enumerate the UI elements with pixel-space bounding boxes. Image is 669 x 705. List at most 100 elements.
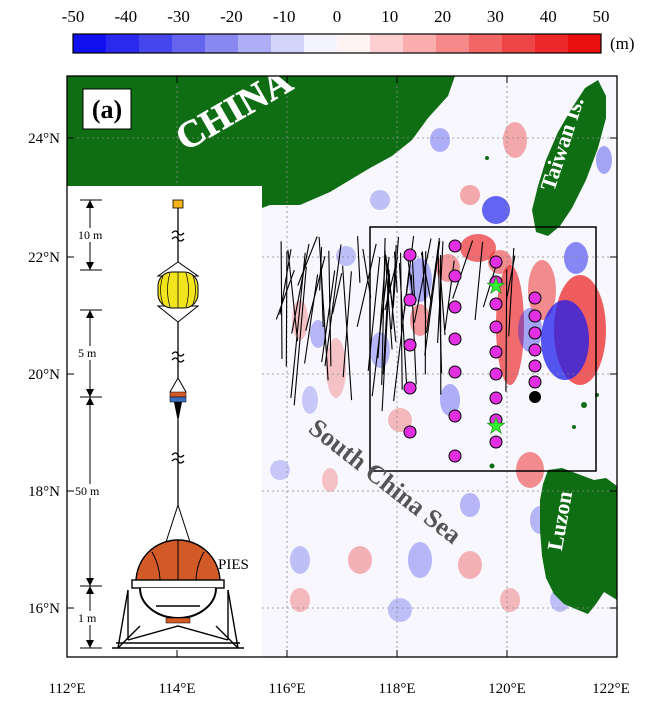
colorbar-swatch xyxy=(172,34,206,53)
station-markers xyxy=(403,239,542,463)
trajectory xyxy=(293,266,307,406)
colorbar-swatch xyxy=(337,34,371,53)
axis-ticks xyxy=(66,76,618,657)
colorbar-swatch xyxy=(73,34,107,53)
positive-anomaly xyxy=(348,546,372,574)
trajectory xyxy=(331,273,343,315)
segment-label: 50 m xyxy=(75,484,100,498)
x-tick-label: 112°E xyxy=(48,681,85,697)
trajectory xyxy=(424,241,441,356)
station-marker xyxy=(403,293,417,307)
trajectory xyxy=(400,252,403,390)
y-tick-label: 20°N xyxy=(28,367,60,383)
luzon-island xyxy=(540,468,617,614)
trajectory xyxy=(508,247,515,337)
station-marker xyxy=(489,345,503,359)
segment-label: 10 m xyxy=(78,228,103,242)
colorbar-swatch xyxy=(271,34,305,53)
trajectory xyxy=(275,270,295,320)
trajectory xyxy=(357,236,361,283)
colorbar-swatch xyxy=(502,34,536,53)
trajectory xyxy=(285,251,288,367)
station-marker xyxy=(448,300,462,314)
negative-anomaly xyxy=(541,300,589,380)
colorbar-swatch xyxy=(568,34,602,53)
trajectory xyxy=(356,243,377,327)
positive-anomaly xyxy=(290,588,310,612)
station-marker xyxy=(528,326,542,340)
positive-anomaly xyxy=(500,588,520,612)
positive-anomaly xyxy=(503,122,527,158)
positive-anomaly xyxy=(496,265,524,385)
x-tick-label: 114°E xyxy=(158,681,195,697)
colorbar-swatch xyxy=(205,34,239,53)
station-marker xyxy=(489,320,503,334)
trajectory xyxy=(297,236,318,286)
negative-anomaly xyxy=(310,320,326,348)
colorbar-swatch xyxy=(238,34,272,53)
colorbar-swatch xyxy=(436,34,470,53)
negative-anomaly xyxy=(564,242,588,274)
station-marker xyxy=(403,248,417,262)
star-marker xyxy=(486,276,506,295)
land xyxy=(67,76,617,614)
negative-anomaly xyxy=(430,128,450,152)
negative-anomaly xyxy=(440,384,460,416)
negative-anomaly xyxy=(388,598,412,622)
colorbar-tick-label: -40 xyxy=(114,7,137,26)
colorbar-swatch xyxy=(370,34,404,53)
pies-label: PIES xyxy=(218,557,249,573)
station-marker xyxy=(528,359,542,373)
negative-anomaly xyxy=(370,190,390,210)
colorbar-swatch xyxy=(106,34,140,53)
station-marker xyxy=(403,381,417,395)
positive-anomaly xyxy=(528,260,556,320)
colorbar-swatch xyxy=(139,34,173,53)
trajectory xyxy=(505,255,516,300)
colorbar-tick-label: 30 xyxy=(487,7,504,26)
station-marker xyxy=(489,255,503,269)
station-marker xyxy=(448,449,462,463)
trajectory xyxy=(320,261,324,327)
station-marker xyxy=(528,291,542,305)
map-panel: CHINA Taiwan Is. Luzon South China Sea xyxy=(66,75,618,658)
trajectory xyxy=(280,241,283,360)
trajectory xyxy=(287,249,299,342)
trajectory xyxy=(413,238,432,323)
negative-anomaly xyxy=(596,146,612,174)
colorbar-swatch xyxy=(304,34,338,53)
colorbar-tick-label: -30 xyxy=(167,7,190,26)
dimension-labels: 10 m 5 m 50 m 1 m xyxy=(72,228,110,625)
colorbar-tick-label: -10 xyxy=(273,7,296,26)
line-break-symbols xyxy=(171,230,185,464)
study-area-box xyxy=(369,226,597,472)
small-island xyxy=(572,425,576,429)
station-marker xyxy=(448,269,462,283)
colorbar-unit: (m) xyxy=(610,34,635,53)
station-marker xyxy=(489,391,503,405)
station-marker xyxy=(528,375,542,389)
station-marker xyxy=(489,435,503,449)
small-island xyxy=(485,156,489,160)
trajectory xyxy=(304,274,319,364)
station-marker xyxy=(489,367,503,381)
y-tick-label: 22°N xyxy=(28,250,60,266)
y-tick-label: 24°N xyxy=(28,131,60,147)
trajectory xyxy=(371,257,390,397)
negative-anomaly xyxy=(302,386,318,414)
station-marker-black xyxy=(529,391,541,403)
surface-marker xyxy=(172,199,184,209)
positive-anomaly xyxy=(460,185,480,205)
colorbar-frame xyxy=(72,33,602,54)
y-axis-labels: 16°N 18°N 20°N 22°N 24°N xyxy=(28,131,60,617)
positive-anomaly xyxy=(460,234,496,262)
trajectory xyxy=(291,243,310,334)
x-tick-label: 116°E xyxy=(268,681,305,697)
y-tick-label: 16°N xyxy=(28,601,60,617)
colorbar-tick-label: -50 xyxy=(62,7,85,26)
positive-anomaly xyxy=(388,408,412,432)
x-tick-label: 120°E xyxy=(488,681,526,697)
trajectory xyxy=(305,255,326,331)
segment-label: 5 m xyxy=(78,346,97,360)
